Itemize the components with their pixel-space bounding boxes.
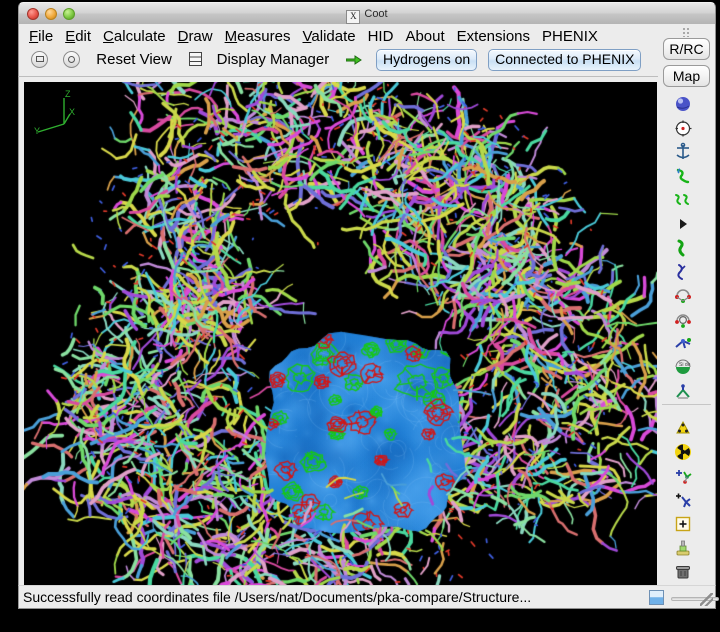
window-title: Coot (364, 8, 388, 20)
molecule-render-canvas[interactable] (24, 82, 657, 585)
add-alt-conf-icon[interactable] (673, 442, 693, 462)
window-title-group: X Coot (19, 6, 715, 24)
status-slider[interactable] (671, 597, 719, 601)
add-terminal-residue-icon[interactable] (673, 418, 693, 438)
refine-paint-icon[interactable] (673, 538, 693, 558)
double-backbone-green-icon[interactable] (673, 190, 693, 210)
delete-trash-icon[interactable] (673, 562, 693, 582)
add-plus-square-icon[interactable] (673, 514, 693, 534)
backbone-green-icon[interactable] (673, 166, 693, 186)
axis-orientation-indicator: Z Y X (34, 89, 75, 136)
add-water-icon[interactable] (673, 466, 693, 486)
sphere-display-icon[interactable] (673, 94, 693, 114)
connected-to-phenix-button[interactable]: Connected to PHENIX (488, 49, 642, 71)
molecular-graphics-viewport[interactable]: Z Y X (24, 82, 657, 585)
scrollbar-indicator[interactable] (649, 590, 664, 605)
menu-edit[interactable]: Edit (65, 28, 92, 45)
menu-hid[interactable]: HID (367, 28, 394, 45)
display-manager-label[interactable]: Display Manager (216, 51, 330, 68)
ribbon-green-icon[interactable] (673, 238, 693, 258)
status-message: Successfully read coordinates file /User… (23, 589, 532, 605)
right-toolbar: R/RC Map (658, 24, 716, 585)
menu-measures[interactable]: Measures (224, 28, 291, 45)
axis-label-y: Y (34, 126, 40, 136)
recenter-icon[interactable] (31, 50, 49, 68)
status-bar: Successfully read coordinates file /User… (18, 585, 719, 609)
viewport-frame: Z Y X (18, 77, 658, 585)
sidebar-separator (662, 404, 711, 405)
reset-view-icon[interactable] (63, 50, 81, 68)
menu-draw[interactable]: Draw (177, 28, 213, 45)
svg-text:Si de: Si de (679, 362, 691, 368)
menu-file[interactable]: File (29, 28, 54, 45)
toolbar-drag-handle[interactable] (682, 27, 690, 37)
mutate-residue-icon[interactable] (673, 382, 693, 402)
hydrogens-on-button[interactable]: Hydrogens on (376, 49, 478, 71)
edit-chi-icon[interactable] (673, 310, 693, 330)
rrc-button[interactable]: R/RC (663, 38, 710, 60)
menu-phenix[interactable]: PHENIX (542, 28, 598, 45)
minimize-button[interactable] (45, 8, 57, 20)
torsion-general-icon[interactable] (673, 334, 693, 354)
side-chain-density-icon[interactable]: Si de (673, 358, 693, 378)
trace-blue-icon[interactable] (673, 262, 693, 282)
menu-calculate[interactable]: Calculate (103, 28, 166, 45)
main-toolbar: Reset View Display Manager Hydrogens on … (18, 49, 716, 77)
menu-extensions[interactable]: Extensions (456, 28, 531, 45)
anchor-symmetry-icon[interactable] (673, 142, 693, 162)
green-arrow-icon[interactable] (345, 53, 363, 65)
clock-center-icon[interactable] (673, 118, 693, 138)
maximize-button[interactable] (63, 8, 75, 20)
display-manager-icon[interactable] (188, 52, 202, 66)
reset-view-label[interactable]: Reset View (96, 51, 172, 68)
add-atom-icon[interactable] (673, 490, 693, 510)
resize-grip-icon[interactable] (700, 593, 713, 606)
axis-label-z: Z (65, 89, 71, 99)
window-titlebar: X Coot (18, 2, 716, 24)
rotate-bond-icon[interactable] (673, 286, 693, 306)
close-button[interactable] (27, 8, 39, 20)
menu-validate[interactable]: Validate (302, 28, 356, 45)
x11-icon: X (346, 10, 361, 24)
menu-bar: File Edit Calculate Draw Measures Validate HID… (18, 24, 716, 49)
map-button[interactable]: Map (663, 65, 710, 87)
axis-label-x: X (69, 107, 75, 117)
play-triangle-icon[interactable] (673, 214, 693, 234)
menu-about[interactable]: About (405, 28, 445, 45)
